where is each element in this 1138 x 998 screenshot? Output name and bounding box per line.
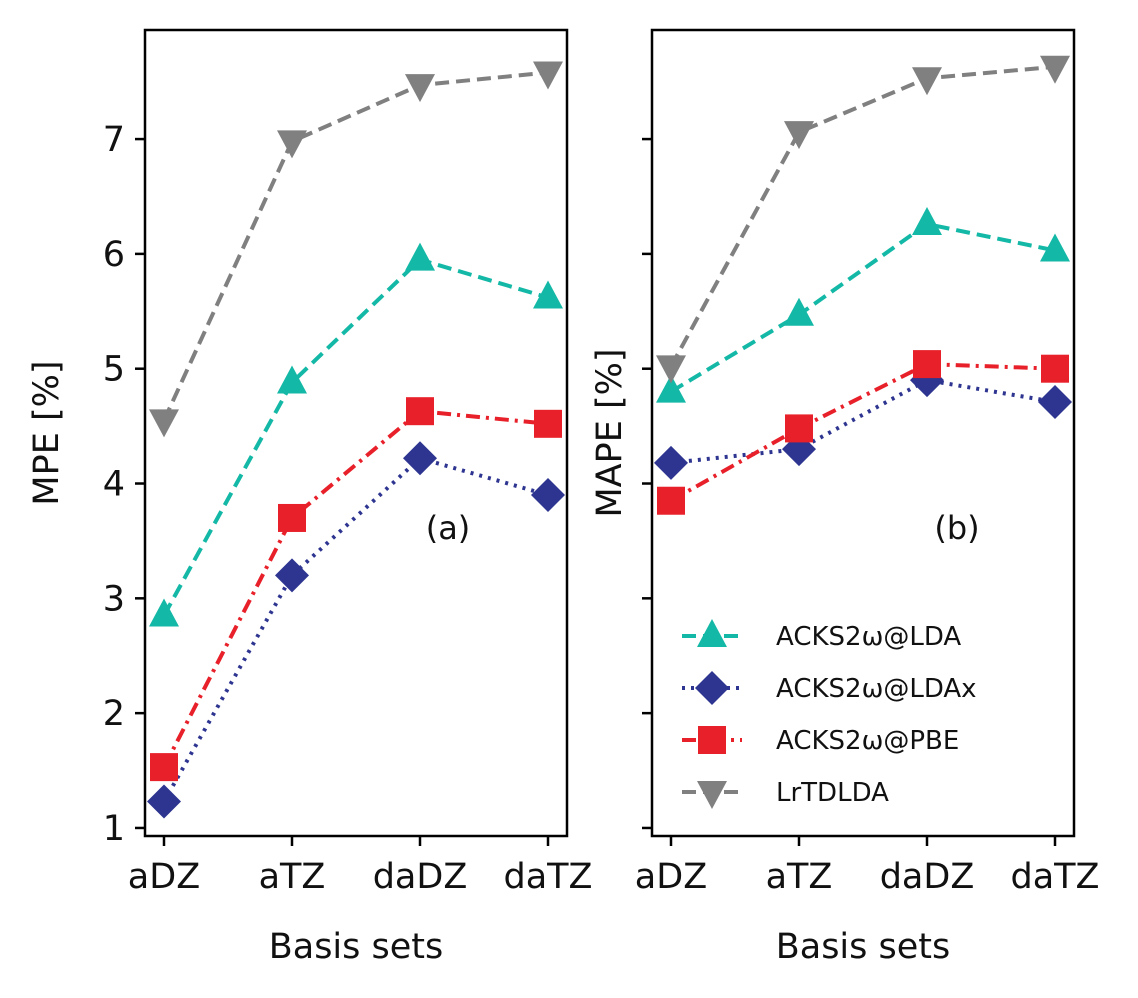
mpe-point-acks2omega-ldax xyxy=(403,441,437,476)
panel-label-b: (b) xyxy=(934,509,979,547)
mape-point-acks2omega-lda xyxy=(656,374,686,403)
mape-tick-layer: aDZ aTZ daDZ daTZ xyxy=(635,137,1100,897)
legend-label: ACKS2ω@LDA xyxy=(776,622,961,652)
mape-x-tick-label: daDZ xyxy=(880,857,975,897)
legend-marker-swatch xyxy=(697,781,727,809)
mpe-x-tick-label: aTZ xyxy=(259,857,326,897)
mpe-y-tick-label: 6 xyxy=(103,235,125,275)
mpe-point-acks2omega-pbe xyxy=(534,409,562,438)
mpe-point-acks2omega-pbe xyxy=(278,503,306,532)
legend-item-acks2omega-pbe: ACKS2ω@PBE xyxy=(682,726,959,756)
mpe-point-acks2omega-pbe xyxy=(150,753,178,782)
mpe-point-lrtdlda xyxy=(277,130,307,159)
mpe-y-tick-label: 5 xyxy=(103,350,125,390)
mape-point-lrtdlda xyxy=(656,355,686,384)
panel-label-a: (a) xyxy=(426,509,471,547)
legend-marker-swatch xyxy=(697,619,727,647)
legend-label: LrTDLDA xyxy=(776,778,889,808)
mpe-y-tick-label: 7 xyxy=(103,120,125,160)
mpe-y-tick-label: 1 xyxy=(103,809,125,849)
mpe-tick-layer: aDZ aTZ daDZ daTZ 1 2 3 4 5 6 7 xyxy=(103,120,593,897)
mpe-point-acks2omega-lda xyxy=(533,280,563,309)
mape-plot-frame xyxy=(650,28,1076,838)
mpe-point-acks2omega-ldax xyxy=(275,558,309,593)
panel-a: aDZ aTZ daDZ daTZ 1 2 3 4 5 6 7 MPE [%] Basis sets… xyxy=(27,28,593,967)
mpe-line-acks2omega-lda xyxy=(162,257,549,617)
mape-y-axis-label: MAPE [%] xyxy=(590,348,630,517)
mpe-x-tick-label: aDZ xyxy=(128,857,200,897)
mpe-series-acks2omega-ldax xyxy=(147,441,565,819)
mape-series-acks2omega-lda xyxy=(656,207,1070,403)
mpe-point-acks2omega-lda xyxy=(277,365,307,394)
mpe-series-layer xyxy=(147,61,565,819)
mpe-x-axis-label: Basis sets xyxy=(269,927,444,967)
mape-line-acks2omega-lda xyxy=(669,222,1056,394)
legend-item-acks2omega-lda: ACKS2ω@LDA xyxy=(682,619,961,652)
mape-point-acks2omega-lda xyxy=(1040,233,1070,262)
mape-point-acks2omega-lda xyxy=(784,297,814,326)
mpe-x-tick-label: daDZ xyxy=(373,857,468,897)
legend-label: ACKS2ω@PBE xyxy=(776,726,959,756)
mpe-x-tick-label: daTZ xyxy=(503,857,592,897)
mpe-point-lrtdlda xyxy=(405,74,435,103)
mpe-line-acks2omega-ldax xyxy=(162,456,549,803)
mpe-line-lrtdlda xyxy=(162,70,549,422)
mpe-point-acks2omega-ldax xyxy=(531,478,565,512)
mpe-point-acks2omega-lda xyxy=(149,598,179,627)
mape-point-lrtdlda xyxy=(1040,55,1070,84)
mape-series-acks2omega-pbe xyxy=(657,350,1069,515)
legend: ACKS2ω@LDA ACKS2ω@LDAx ACKS2ω@PBE LrTDLDA xyxy=(682,619,977,809)
mape-point-acks2omega-pbe xyxy=(913,350,941,379)
mape-point-acks2omega-pbe xyxy=(1041,354,1069,383)
mpe-point-lrtdlda xyxy=(533,61,563,90)
mpe-y-tick-label: 2 xyxy=(103,694,125,734)
mpe-y-tick-label: 4 xyxy=(103,465,125,505)
mpe-series-acks2omega-pbe xyxy=(150,397,562,782)
mpe-line-acks2omega-pbe xyxy=(162,409,549,769)
mpe-point-acks2omega-pbe xyxy=(406,397,434,426)
mape-x-tick-label: daTZ xyxy=(1010,857,1099,897)
mpe-point-acks2omega-lda xyxy=(405,242,435,271)
mpe-y-tick-label: 3 xyxy=(103,579,125,619)
mpe-point-acks2omega-ldax xyxy=(147,784,181,819)
mape-point-acks2omega-lda xyxy=(912,207,942,236)
mape-point-acks2omega-pbe xyxy=(657,486,685,515)
legend-marker-swatch xyxy=(695,671,729,705)
panel-b: aDZ aTZ daDZ daTZ MAPE [%] Basis sets (b) A… xyxy=(590,28,1100,967)
mape-point-lrtdlda xyxy=(784,121,814,150)
mape-point-acks2omega-ldax xyxy=(1038,385,1072,419)
mape-series-lrtdlda xyxy=(656,55,1070,384)
mape-x-tick-label: aDZ xyxy=(635,857,707,897)
mape-line-lrtdlda xyxy=(669,64,1056,368)
mape-x-axis-label: Basis sets xyxy=(776,927,951,967)
mape-x-tick-label: aTZ xyxy=(766,857,833,897)
mape-point-acks2omega-ldax xyxy=(654,445,688,480)
mpe-point-lrtdlda xyxy=(149,409,179,438)
mpe-y-axis-label: MPE [%] xyxy=(27,360,67,505)
mape-series-layer xyxy=(654,55,1072,515)
mape-line-acks2omega-pbe xyxy=(670,362,1056,503)
mape-series-acks2omega-ldax xyxy=(654,363,1072,480)
mpe-series-acks2omega-lda xyxy=(149,242,563,627)
mpe-plot-frame xyxy=(143,28,569,838)
mpe-series-lrtdlda xyxy=(149,61,563,438)
legend-marker-swatch xyxy=(698,726,726,754)
legend-item-lrtdlda: LrTDLDA xyxy=(682,778,889,809)
mape-point-lrtdlda xyxy=(912,67,942,96)
mape-point-acks2omega-pbe xyxy=(785,414,813,443)
legend-label: ACKS2ω@LDAx xyxy=(776,674,977,704)
legend-item-acks2omega-ldax: ACKS2ω@LDAx xyxy=(682,671,977,705)
mape-line-acks2omega-ldax xyxy=(670,378,1056,465)
